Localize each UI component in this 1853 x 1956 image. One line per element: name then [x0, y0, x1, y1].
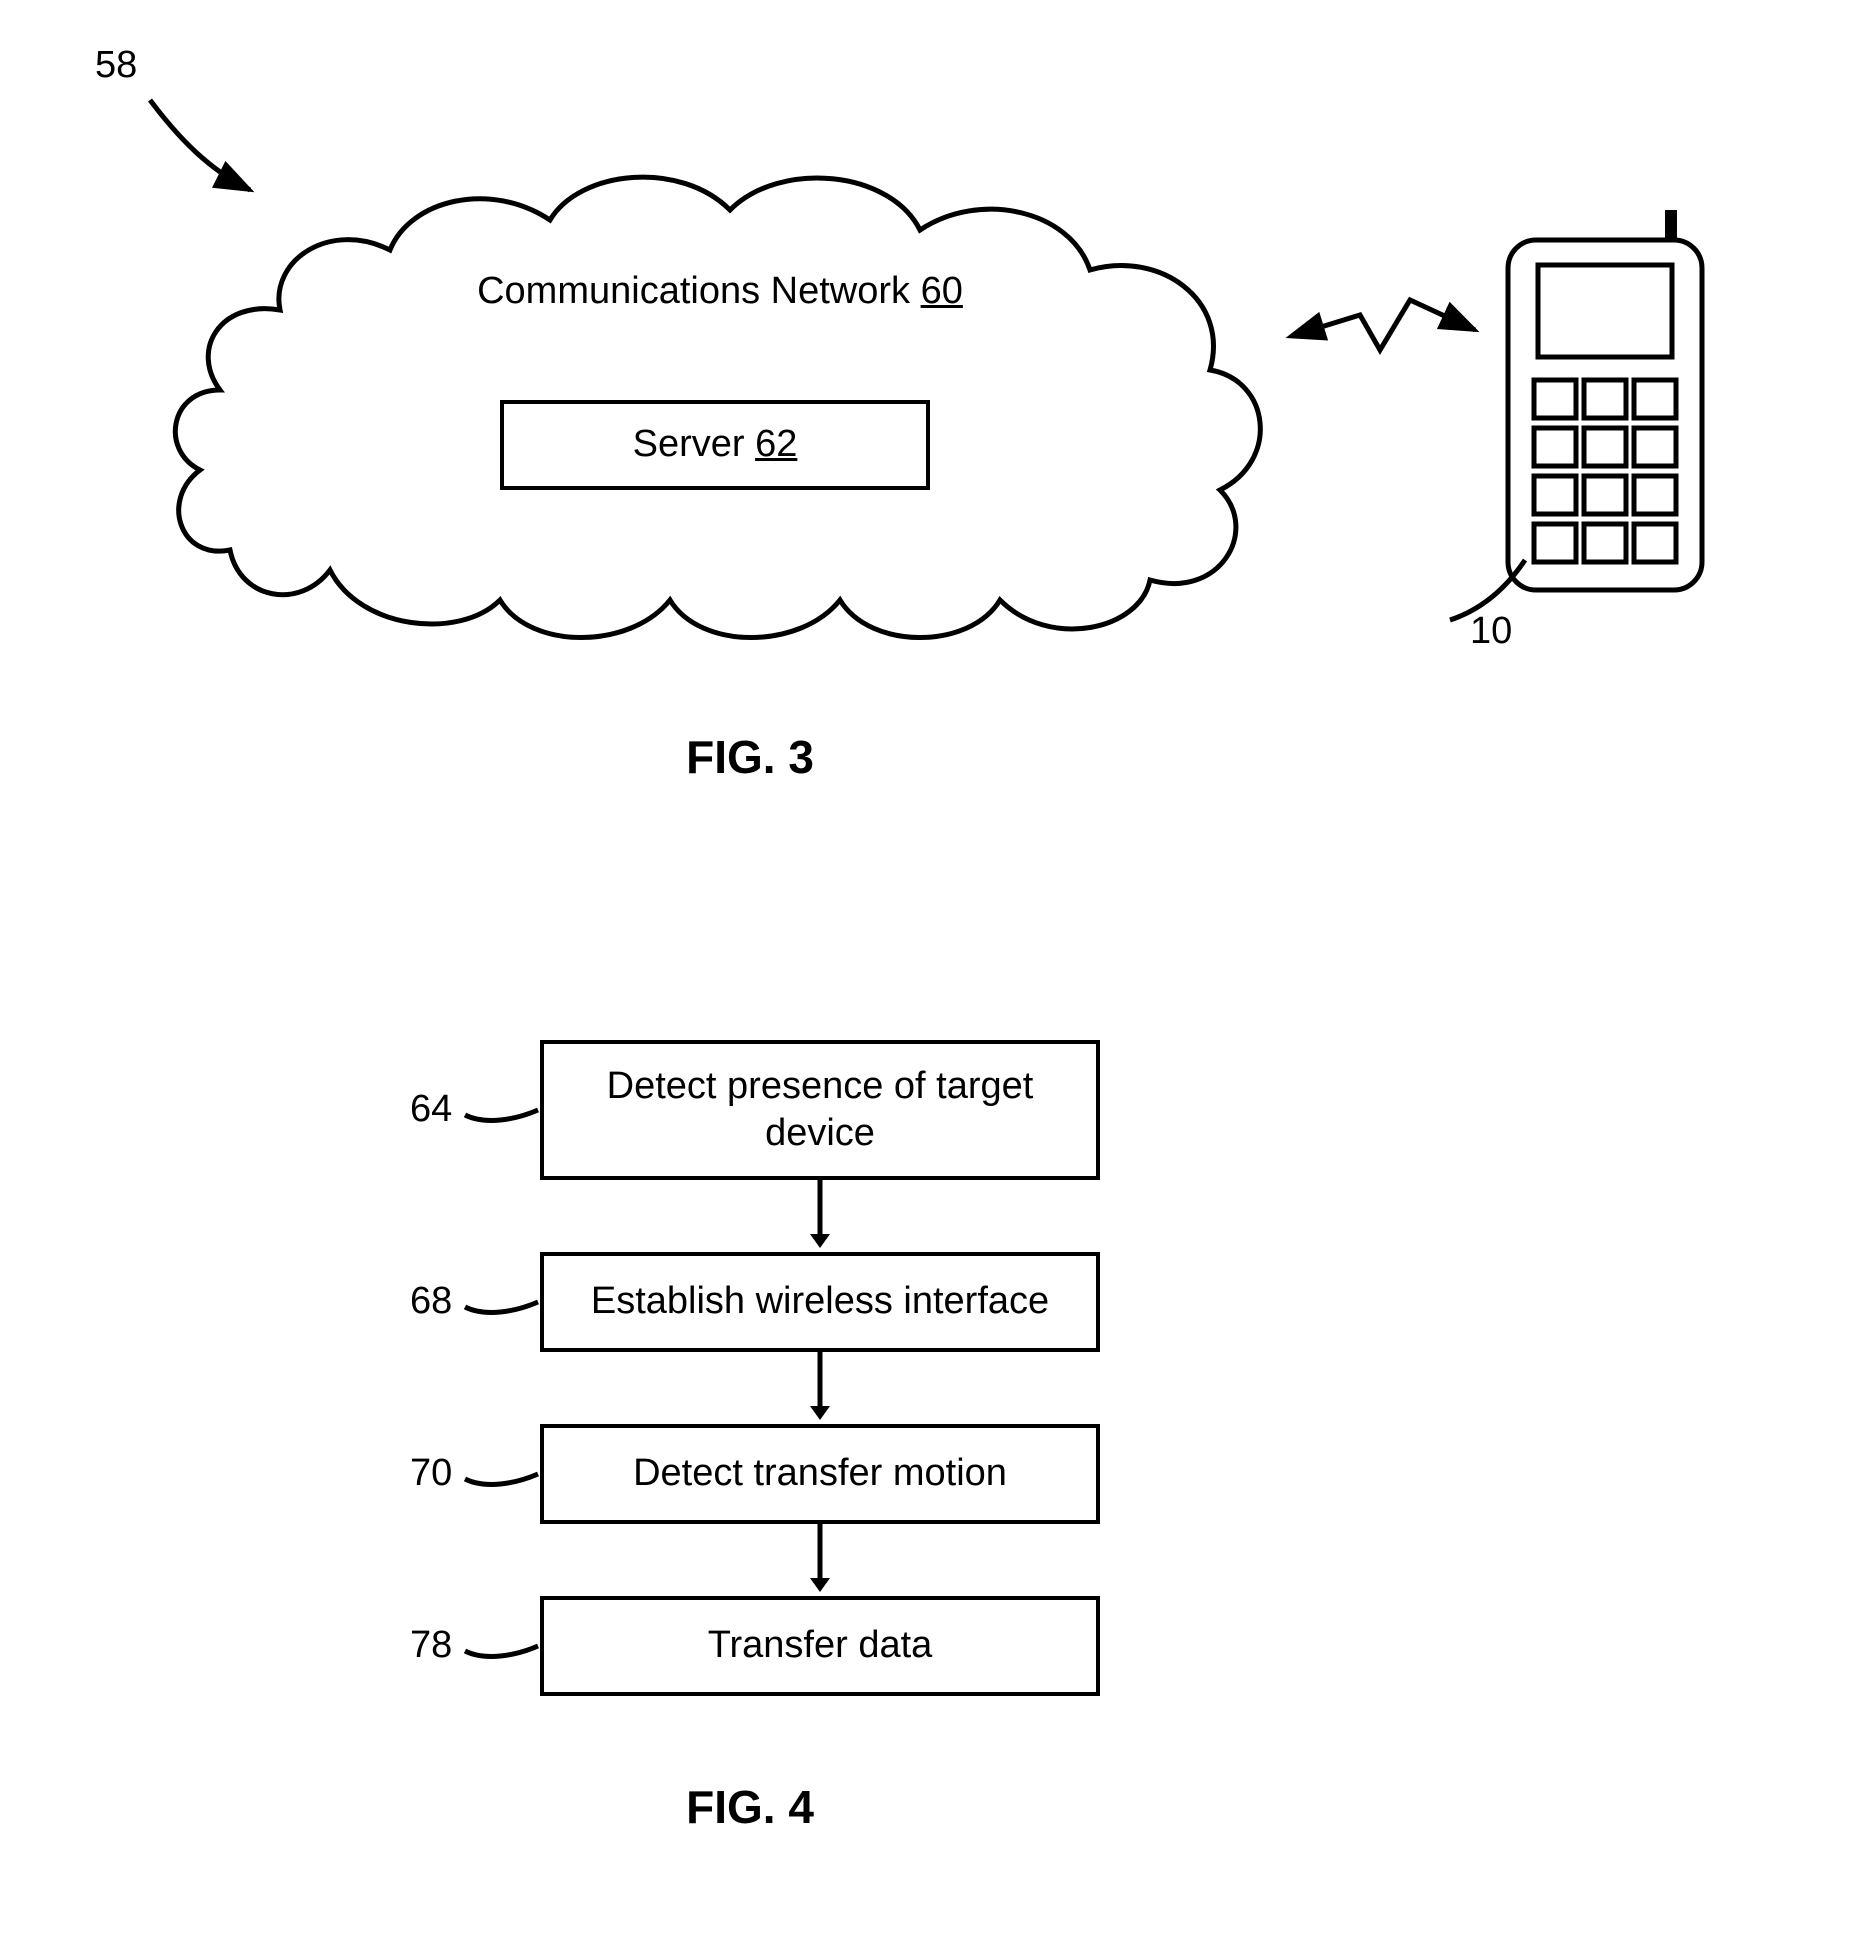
- cloud-title-ref: 60: [921, 270, 963, 312]
- flow-arrow-1: [800, 1352, 840, 1424]
- cloud-title-text: Communications Network: [477, 270, 910, 312]
- cloud-title: Communications Network 60: [380, 270, 1060, 313]
- figure-3-region: 58 Communications Network 60 Server 62: [0, 0, 1853, 800]
- flow-step-64: Detect presence of target device: [540, 1040, 1100, 1180]
- flow-arrow-2: [800, 1524, 840, 1596]
- ref-label-58: 58: [95, 44, 137, 87]
- ref-label-10: 10: [1470, 610, 1512, 653]
- cloud-icon: [150, 90, 1290, 650]
- figure-4-caption: FIG. 4: [0, 1780, 1500, 1834]
- flow-arrow-0: [800, 1180, 840, 1252]
- flow-step-78: Transfer data: [540, 1596, 1100, 1696]
- figure-4-region: 64 Detect presence of target device 68 Esta…: [0, 1000, 1853, 1956]
- ref-label-64: 64: [410, 1088, 452, 1131]
- ref-label-78: 78: [410, 1624, 452, 1667]
- mobile-phone-icon: [1490, 210, 1720, 610]
- server-label: Server: [633, 423, 745, 465]
- ref-leader-64: [460, 1085, 540, 1135]
- flow-step-70: Detect transfer motion: [540, 1424, 1100, 1524]
- ref-leader-78: [460, 1621, 540, 1671]
- wireless-link-icon: [1280, 280, 1490, 380]
- ref-leader-70: [460, 1449, 540, 1499]
- ref-leader-68: [460, 1277, 540, 1327]
- flow-step-68: Establish wireless interface: [540, 1252, 1100, 1352]
- figure-3-caption: FIG. 3: [0, 730, 1500, 784]
- ref-label-70: 70: [410, 1452, 452, 1495]
- page: 58 Communications Network 60 Server 62: [0, 0, 1853, 1956]
- ref-label-68: 68: [410, 1280, 452, 1323]
- server-ref: 62: [755, 423, 797, 465]
- server-box: Server 62: [500, 400, 930, 490]
